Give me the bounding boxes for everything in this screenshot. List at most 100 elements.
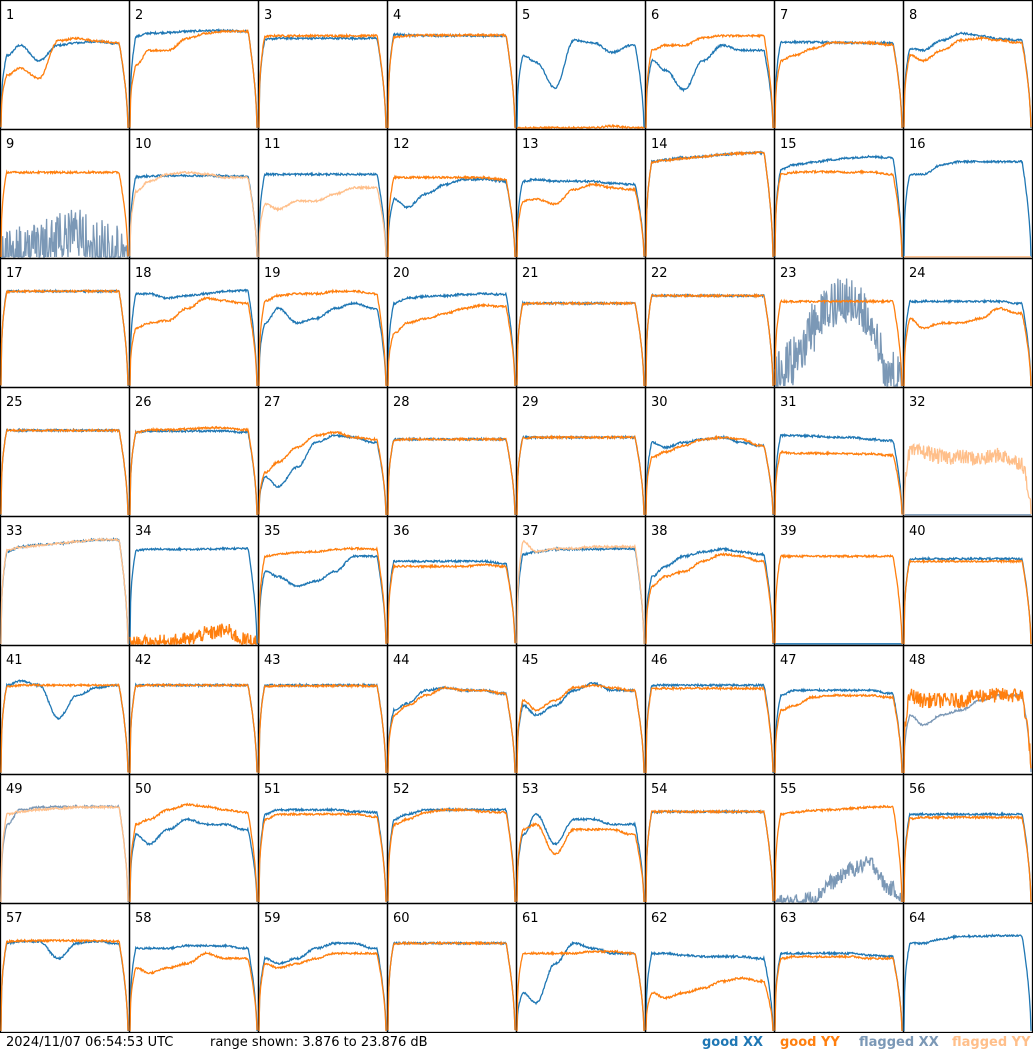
panel-55: 55: [773, 773, 905, 905]
trace-good-xx-41: [0, 679, 129, 774]
panel-9: 9: [0, 128, 131, 260]
panel-frame: [515, 0, 647, 131]
panel-label: 12: [393, 137, 410, 152]
panel-frame: [902, 0, 1033, 131]
panel-frame: [644, 0, 776, 131]
panel-58: 58: [128, 902, 260, 1033]
panel-label: 61: [522, 911, 539, 926]
trace-good-xx-61: [516, 940, 645, 1032]
panel-label: 58: [135, 911, 152, 926]
legend-good-yy: good YY: [780, 1035, 840, 1050]
trace-good-xx-15: [774, 154, 903, 258]
trace-good-xx-47: [774, 687, 903, 774]
trace-good-yy-47: [774, 692, 903, 774]
trace-good-xx-56: [903, 811, 1032, 903]
trace-good-xx-5: [516, 38, 645, 129]
trace-good-xx-34: [129, 546, 258, 645]
trace-good-xx-17: [0, 288, 129, 387]
trace-good-xx-13: [516, 177, 645, 258]
trace-good-yy-40: [903, 558, 1032, 645]
trace-flagged-yy-33: [0, 537, 129, 645]
panel-22: 22: [644, 257, 776, 389]
trace-good-yy-24: [903, 306, 1032, 387]
trace-good-xx-40: [903, 555, 1032, 645]
trace-good-xx-52: [387, 806, 516, 903]
panel-label: 21: [522, 266, 539, 281]
panel-label: 62: [651, 911, 668, 926]
panel-label: 24: [909, 266, 926, 281]
trace-good-yy-51: [258, 811, 387, 903]
trace-flagged-yy-37: [516, 539, 645, 645]
trace-good-yy-60: [387, 940, 516, 1031]
trace-good-xx-12: [387, 176, 516, 258]
trace-good-yy-19: [258, 288, 387, 387]
trace-good-yy-63: [774, 953, 903, 1032]
panel-label: 8: [909, 8, 917, 23]
trace-good-xx-35: [258, 554, 387, 644]
panel-label: 11: [264, 137, 281, 152]
panel-35: 35: [257, 515, 389, 647]
trace-good-xx-57: [0, 939, 129, 1032]
panel-53: 53: [515, 773, 647, 905]
trace-good-yy-7: [774, 39, 903, 129]
panel-label: 63: [780, 911, 797, 926]
panel-41: 41: [0, 644, 131, 776]
panel-label: 23: [780, 266, 797, 281]
trace-good-xx-60: [387, 940, 516, 1032]
footer: 2024/11/07 06:54:53 UTC range shown: 3.8…: [0, 1033, 1033, 1053]
trace-flagged-yy-11: [258, 184, 387, 258]
panel-label: 52: [393, 782, 410, 797]
panel-48: 48: [902, 644, 1033, 776]
panel-label: 14: [651, 137, 668, 152]
panel-23: 23: [773, 257, 905, 389]
panel-1: 1: [0, 0, 131, 131]
trace-good-yy-48: [903, 687, 1032, 774]
panel-label: 9: [6, 137, 14, 152]
trace-good-yy-6: [645, 33, 774, 129]
trace-good-yy-36: [387, 562, 516, 644]
trace-good-yy-57: [0, 938, 129, 1032]
trace-good-yy-45: [516, 683, 645, 774]
panel-27: 27: [257, 386, 389, 518]
panel-30: 30: [644, 386, 776, 518]
trace-good-yy-12: [387, 174, 516, 258]
panel-label: 38: [651, 524, 668, 539]
trace-good-xx-26: [129, 428, 258, 516]
panel-label: 2: [135, 8, 143, 23]
trace-flagged-xx-49: [0, 803, 129, 903]
trace-flagged-xx-9: [1, 209, 129, 258]
panel-15: 15: [773, 128, 905, 260]
panel-label: 6: [651, 8, 659, 23]
panel-label: 64: [909, 911, 926, 926]
trace-good-yy-27: [258, 430, 387, 516]
panel-label: 30: [651, 395, 668, 410]
panel-label: 42: [135, 653, 152, 668]
trace-good-yy-20: [387, 302, 516, 387]
panel-label: 56: [909, 782, 926, 797]
trace-good-xx-4: [387, 32, 516, 128]
panel-frame: [773, 0, 905, 131]
trace-good-yy-23: [774, 298, 903, 387]
trace-good-yy-58: [129, 951, 258, 1032]
trace-good-xx-1: [0, 39, 129, 129]
panel-37: 37: [515, 515, 647, 647]
trace-good-yy-53: [516, 822, 645, 903]
panel-label: 46: [651, 653, 668, 668]
panel-label: 35: [264, 524, 281, 539]
trace-good-xx-33: [0, 537, 129, 644]
panel-label: 13: [522, 137, 539, 152]
trace-good-xx-11: [258, 171, 387, 258]
range-text: range shown: 3.876 to 23.876 dB: [210, 1035, 428, 1050]
panel-33: 33: [0, 515, 131, 647]
trace-good-yy-39: [774, 553, 903, 645]
trace-good-xx-44: [387, 686, 516, 774]
panel-46: 46: [644, 644, 776, 776]
panel-16: 16: [902, 128, 1033, 260]
trace-good-yy-38: [645, 552, 774, 644]
panel-label: 60: [393, 911, 410, 926]
panel-50: 50: [128, 773, 260, 905]
panel-2: 2: [128, 0, 260, 131]
trace-good-xx-16: [903, 159, 1032, 258]
trace-good-xx-53: [516, 812, 645, 903]
